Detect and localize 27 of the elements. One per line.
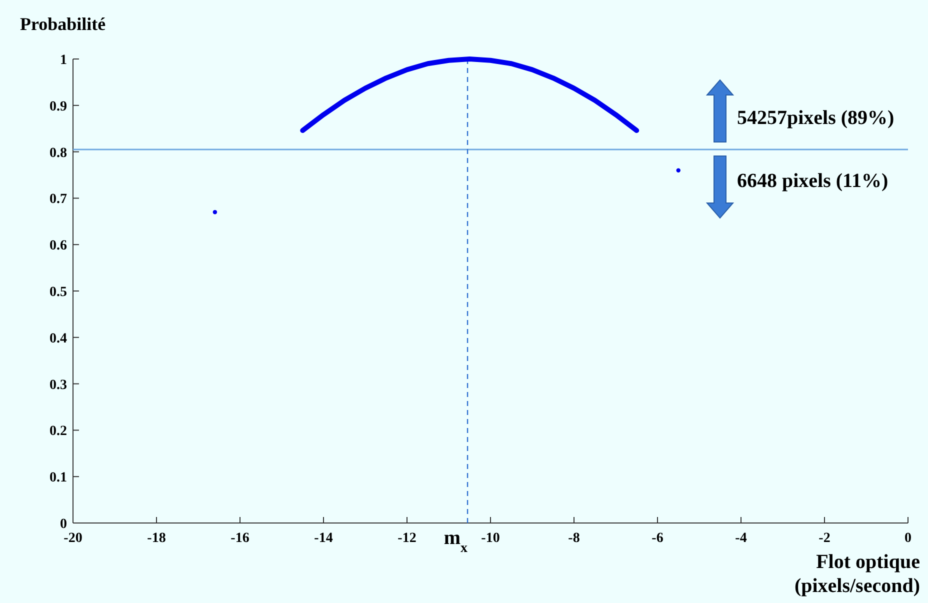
x-tick-label: -12 (398, 531, 416, 546)
y-tick-label: 0.8 (50, 146, 67, 161)
x-tick-label: 0 (904, 531, 912, 546)
x-tick-label: -16 (230, 531, 250, 546)
y-tick-label: 0.6 (50, 238, 67, 254)
ref-line-label: m$_{x}$ (444, 527, 468, 556)
x-tick-label: -4 (735, 531, 747, 546)
y-tick-label: 0.3 (50, 378, 67, 393)
x-axis-title: Flot optique (pixels/second) (794, 551, 920, 597)
x-tick-label: -10 (481, 531, 500, 546)
y-axis-title: Probabilité (20, 14, 106, 34)
y-tick-label: 0.5 (50, 285, 67, 300)
y-tick-label: 0.1 (50, 470, 67, 486)
y-tick-label: 0.7 (50, 192, 67, 208)
y-tick-label: 0.4 (50, 331, 67, 346)
y-tick-label: 0.2 (50, 424, 67, 440)
x-tick-label: -14 (314, 531, 333, 546)
y-tick-label: 0.9 (50, 99, 67, 114)
annotation: 54257pixels (89%) (737, 107, 894, 129)
x-tick-label: -18 (147, 531, 166, 546)
x-tick-label: -6 (652, 531, 664, 546)
x-tick-label: -8 (568, 531, 580, 546)
x-tick-label: -2 (818, 531, 830, 546)
x-tick-label: -20 (64, 531, 82, 546)
y-tick-label: 0 (60, 517, 67, 532)
y-tick-label: 1 (60, 53, 67, 68)
annotation: 6648 pixels (11%) (737, 170, 888, 192)
